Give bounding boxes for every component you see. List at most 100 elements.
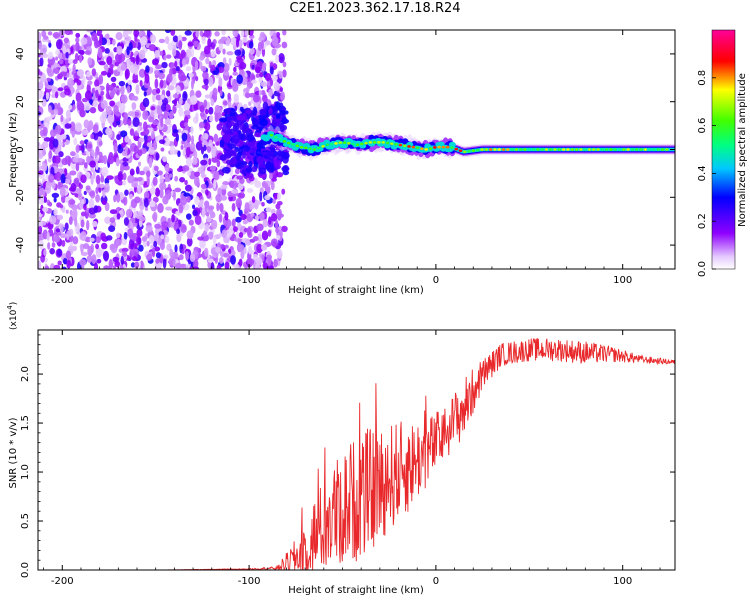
spectral-blob: [112, 38, 116, 46]
spectral-blob: [154, 78, 159, 89]
spectral-blob: [267, 229, 272, 237]
spectral-blob: [104, 47, 110, 54]
signal-band: [388, 139, 396, 145]
spectral-blob: [190, 79, 195, 90]
spectral-blob: [277, 192, 282, 201]
spectral-blob: [159, 50, 164, 56]
signal-peak: [458, 149, 463, 152]
spectral-blob: [158, 139, 166, 145]
spectral-blob: [143, 197, 149, 208]
spectral-blob: [206, 216, 212, 223]
spectral-blob: [82, 243, 90, 250]
spectral-blob: [119, 102, 126, 112]
spectral-blob: [231, 189, 239, 194]
signal-peak: [415, 146, 420, 150]
spectral-blob: [164, 235, 170, 244]
spectral-blob: [160, 117, 164, 128]
spectral-blob: [41, 146, 46, 157]
spectral-blob: [235, 159, 241, 164]
spectral-blob: [76, 99, 83, 109]
spectral-blob: [175, 210, 180, 215]
spectral-blob: [38, 31, 42, 41]
spectral-blob: [60, 173, 66, 184]
spectral-blob: [138, 68, 146, 78]
spectral-blob: [175, 85, 181, 95]
spectral-blob: [198, 121, 205, 129]
spectral-blob: [159, 182, 167, 190]
spectral-blob: [203, 247, 209, 257]
spectral-blob: [55, 39, 63, 50]
spectral-blob: [46, 77, 51, 82]
spectral-blob: [210, 262, 215, 269]
spectral-blob: [241, 151, 247, 159]
snr-x-label: Height of straight line (km): [288, 585, 424, 596]
signal-peak: [394, 143, 398, 146]
spectral-blob: [139, 80, 143, 87]
spectral-blob: [264, 73, 272, 82]
spectral-blob: [110, 76, 117, 82]
spectral-blob: [179, 176, 186, 183]
signal-peak: [660, 148, 665, 151]
spectral-blob: [186, 133, 192, 143]
colorbar-tick-label: 0.2: [697, 213, 708, 229]
spectral-blob: [208, 106, 214, 115]
spectral-blob: [127, 228, 134, 238]
spectral-blob: [260, 89, 266, 96]
spectral-blob: [200, 183, 207, 190]
spectral-blob: [79, 231, 87, 242]
spectral-blob: [246, 227, 252, 236]
spectral-blob: [205, 108, 209, 115]
spectral-blob: [226, 116, 232, 123]
spectral-blob: [54, 91, 59, 99]
spectral-blob: [232, 226, 238, 232]
spectral-blob: [239, 61, 247, 70]
spectral-blob: [75, 92, 82, 103]
spectral-blob: [76, 79, 82, 86]
spectral-blob: [222, 57, 227, 65]
spectral-blob: [186, 213, 192, 220]
spectral-blob: [207, 205, 215, 211]
spectral-blob: [62, 257, 68, 265]
spectral-blob: [149, 187, 156, 195]
spectral-blob: [203, 45, 211, 55]
spectral-blob: [180, 144, 184, 150]
spectral-blob: [193, 176, 200, 187]
spectral-blob: [152, 119, 159, 126]
signal-peak: [269, 133, 274, 137]
spectral-blob: [91, 254, 97, 265]
spectral-blob: [199, 30, 204, 37]
signal-peak: [372, 141, 377, 144]
spectral-blob: [178, 97, 183, 106]
spectral-blob: [55, 171, 62, 182]
spectral-blob: [151, 247, 156, 258]
spectral-blob: [120, 208, 124, 219]
spectral-blob: [97, 183, 106, 188]
spectral-blob: [97, 30, 103, 36]
spectral-blob: [148, 157, 153, 168]
spectral-blob: [195, 90, 202, 98]
signal-peak: [295, 144, 300, 148]
spectral-blob: [186, 230, 194, 240]
spectral-blob: [93, 38, 99, 49]
spectral-blob: [113, 194, 117, 203]
spectral-blob: [131, 182, 139, 188]
spectral-blob: [208, 231, 214, 240]
spectral-blob: [214, 31, 220, 37]
spectral-blob: [109, 63, 114, 70]
spectral-blob: [275, 113, 281, 119]
spectral-blob: [176, 167, 183, 172]
spectral-blob: [46, 116, 53, 121]
spectral-blob: [72, 63, 76, 74]
spectral-blob: [175, 66, 180, 72]
spectral-blob: [158, 72, 166, 80]
spectral-blob: [56, 214, 64, 221]
spectral-blob: [83, 190, 87, 196]
x-tick-label: -200: [51, 275, 74, 286]
signal-peak: [441, 145, 446, 149]
spectral-blob: [137, 161, 142, 167]
signal-peak: [604, 148, 609, 151]
spectral-blob: [48, 150, 53, 159]
spectral-blob: [231, 218, 236, 228]
signal-peak: [501, 148, 506, 151]
spectral-blob: [258, 89, 262, 96]
